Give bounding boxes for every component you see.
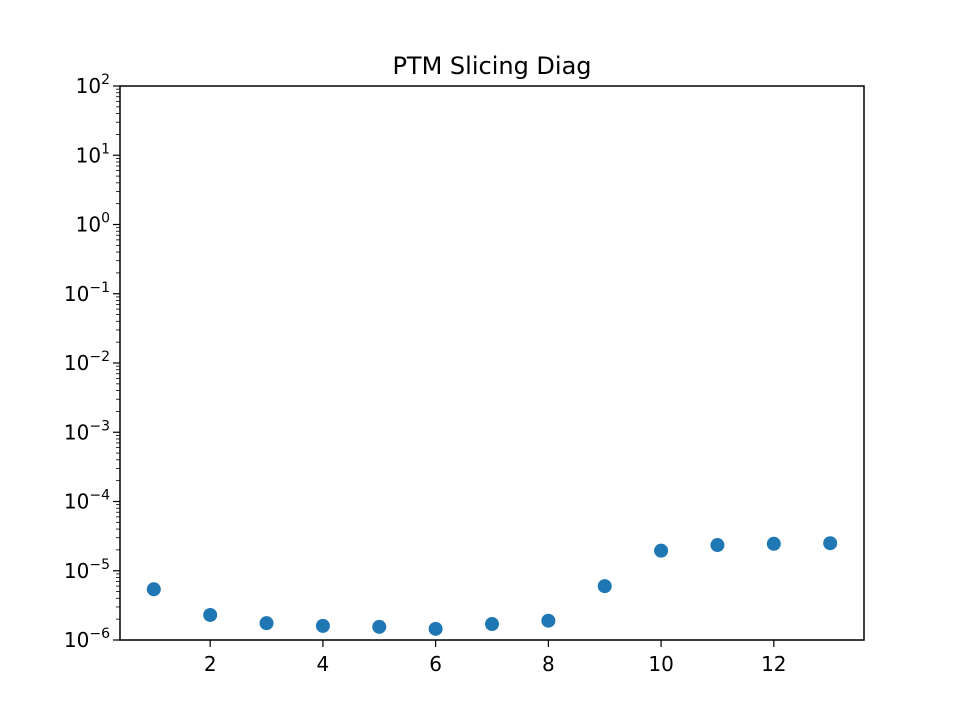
- y-tick-base: 10: [76, 74, 101, 98]
- x-axis: 2 4 6 8 10 12: [204, 640, 787, 676]
- data-point: [485, 617, 499, 632]
- y-tick-label: 101: [76, 141, 110, 167]
- y-tick-exponent: −1: [89, 280, 110, 296]
- x-tick-label: 4: [317, 652, 330, 676]
- data-point: [597, 579, 612, 594]
- data-point: [203, 607, 218, 622]
- data-point: [654, 543, 669, 558]
- data-point: [259, 616, 274, 631]
- y-tick-exponent: −6: [89, 626, 110, 642]
- y-tick-label: 100: [76, 211, 110, 237]
- y-tick-exponent: 2: [101, 72, 110, 88]
- y-tick-label: 10−2: [64, 349, 110, 375]
- data-point: [315, 618, 330, 633]
- data-point: [541, 613, 556, 628]
- y-tick-label: 10−4: [64, 488, 110, 514]
- data-point: [372, 619, 387, 634]
- y-tick-base: 10: [64, 628, 89, 652]
- y-tick-exponent: 1: [101, 141, 110, 157]
- y-tick-label: 10−5: [64, 557, 110, 583]
- chart-title: PTM Slicing Diag: [392, 52, 591, 80]
- y-tick-base: 10: [64, 490, 89, 514]
- y-tick-base: 10: [64, 420, 89, 444]
- y-tick-base: 10: [64, 351, 89, 375]
- y-tick-base: 10: [64, 282, 89, 306]
- y-tick-label: 10−1: [64, 280, 110, 306]
- y-tick-base: 10: [64, 559, 89, 583]
- y-tick-label: 10−3: [64, 418, 110, 444]
- data-point: [710, 538, 725, 553]
- y-tick-exponent: −2: [89, 349, 110, 365]
- y-tick-label: 102: [76, 72, 110, 98]
- y-tick-exponent: 0: [101, 211, 110, 227]
- data-point: [823, 536, 838, 551]
- y-tick-label: 10−6: [64, 626, 110, 652]
- plot-area-frame: [119, 85, 865, 641]
- y-tick-exponent: −4: [89, 488, 110, 504]
- y-tick-exponent: −5: [89, 557, 110, 573]
- x-tick-label: 8: [542, 652, 555, 676]
- x-tick-label: 2: [204, 652, 217, 676]
- data-point: [146, 582, 161, 597]
- scatter-series: [146, 536, 838, 636]
- y-tick-base: 10: [76, 143, 101, 167]
- x-tick-label: 10: [648, 652, 673, 676]
- data-point: [766, 536, 781, 551]
- y-tick-base: 10: [76, 213, 101, 237]
- y-tick-exponent: −3: [89, 418, 110, 434]
- x-tick-label: 6: [429, 652, 442, 676]
- x-tick-label: 12: [761, 652, 786, 676]
- data-point: [428, 621, 443, 636]
